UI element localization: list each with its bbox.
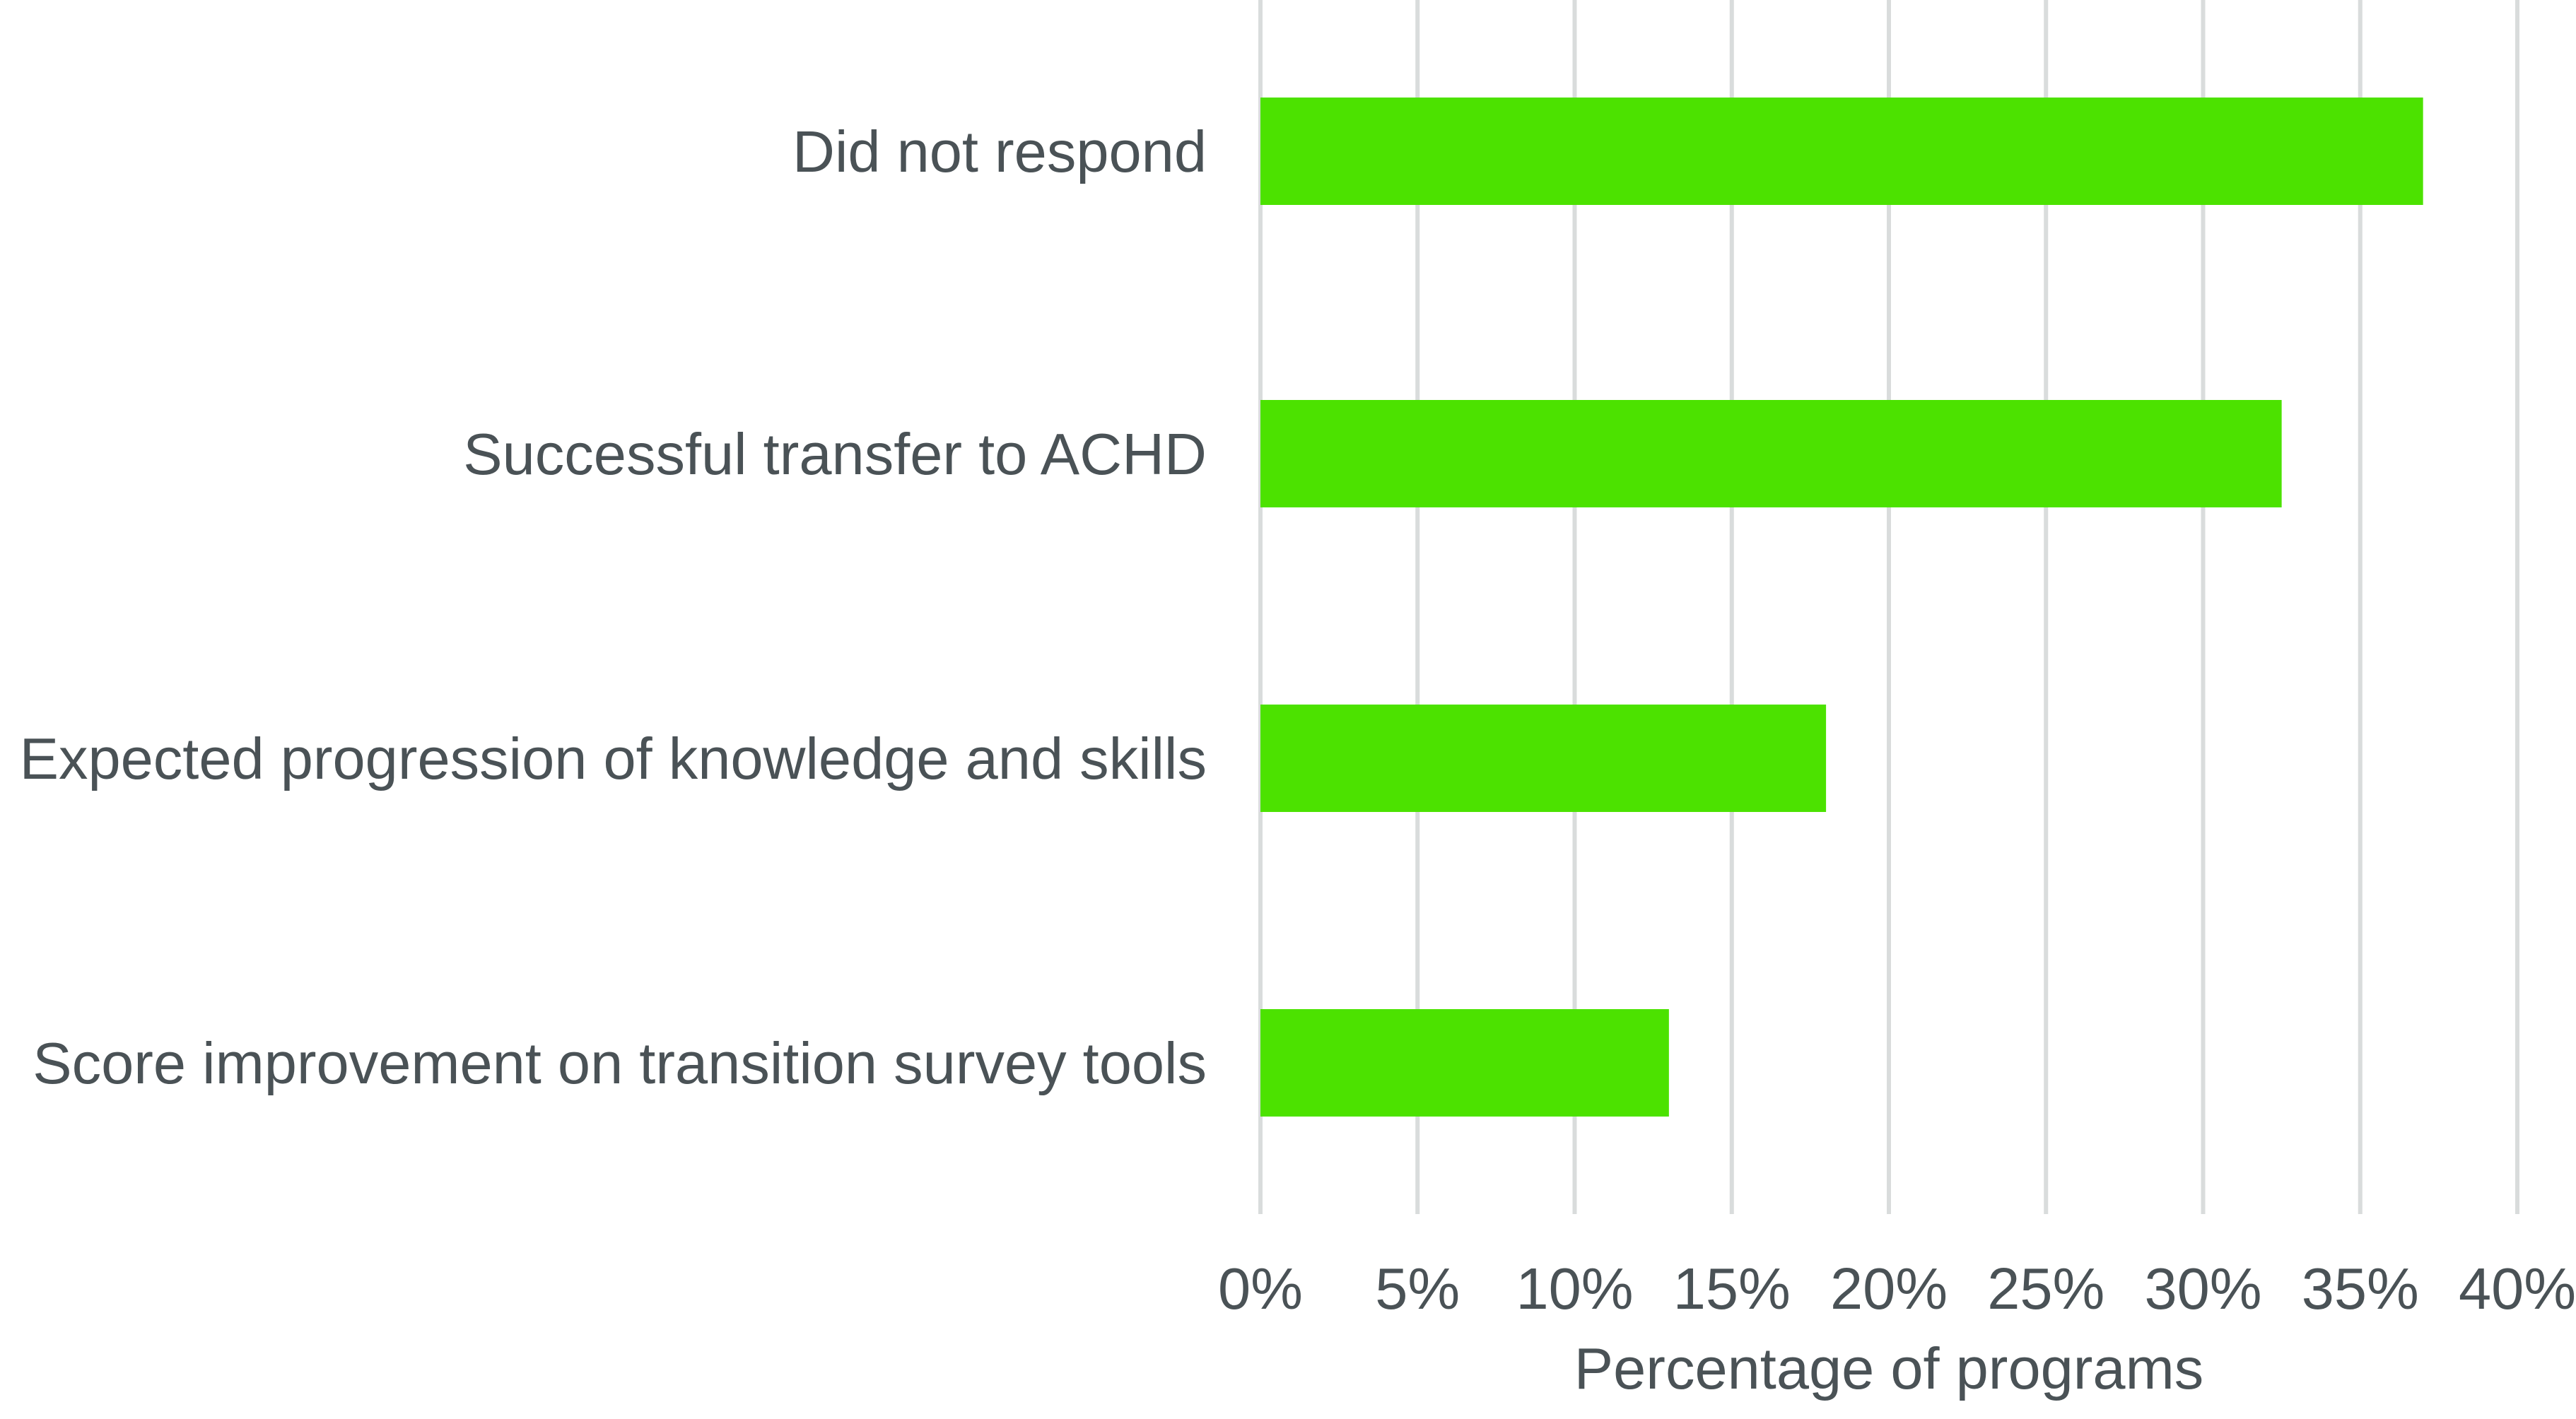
x-tick-label: 35% <box>2302 1256 2419 1321</box>
category-label: Score improvement on transition survey t… <box>33 1030 1207 1096</box>
bars <box>1260 98 2423 1117</box>
x-tick-labels: 0% 5% 10% 15% 20% 25% 30% 35% 40% <box>1218 1256 2576 1321</box>
x-tick-label: 40% <box>2459 1256 2576 1321</box>
category-label: Successful transfer to ACHD <box>463 421 1207 487</box>
x-tick-label: 5% <box>1375 1256 1460 1321</box>
x-axis-title: Percentage of programs <box>1574 1336 2203 1401</box>
x-tick-label: 15% <box>1673 1256 1791 1321</box>
bar-3 <box>1260 705 1827 812</box>
x-tick-label: 0% <box>1218 1256 1303 1321</box>
category-labels: Did not respond Successful transfer to AC… <box>20 119 1207 1096</box>
x-tick-label: 10% <box>1516 1256 1633 1321</box>
x-tick-label: 20% <box>1830 1256 1948 1321</box>
category-label: Expected progression of knowledge and sk… <box>20 726 1207 791</box>
bar-2 <box>1260 400 2282 507</box>
bar-1 <box>1260 98 2423 205</box>
x-tick-label: 25% <box>1987 1256 2104 1321</box>
category-label: Did not respond <box>792 119 1207 184</box>
x-tick-label: 30% <box>2144 1256 2261 1321</box>
bar-4 <box>1260 1009 1669 1117</box>
